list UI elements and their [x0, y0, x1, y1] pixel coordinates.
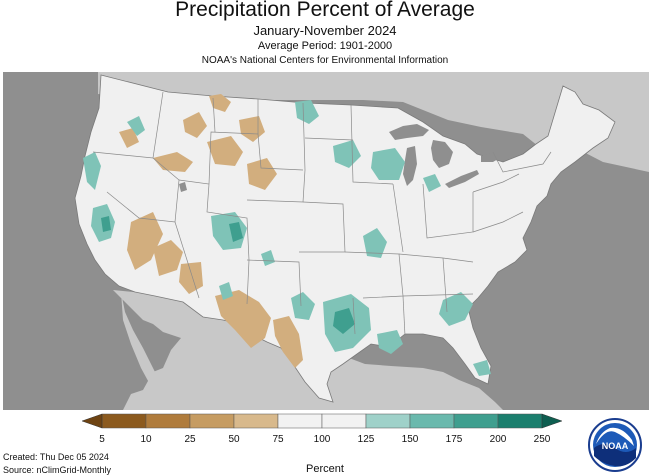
map-subtitle: January-November 2024 — [253, 23, 397, 38]
map-title: Precipitation Percent of Average — [175, 0, 475, 21]
legend-swatch — [277, 413, 323, 429]
legend-title: Percent — [306, 463, 344, 475]
great-lakes-michigan — [403, 146, 417, 186]
legend-swatch — [189, 413, 235, 429]
legend-swatch — [321, 413, 367, 429]
canada-landmass — [98, 72, 649, 172]
legend-tick-label: 125 — [358, 434, 375, 445]
legend-swatch — [365, 413, 411, 429]
legend-swatch — [101, 413, 147, 429]
legend-tick-label: 10 — [140, 434, 152, 445]
legend-tick-label: 100 — [314, 434, 331, 445]
legend-tick-label: 200 — [490, 434, 507, 445]
color-legend: 5 10 25 50 75 100 125 150 175 200 250 — [81, 413, 563, 445]
legend-swatch — [233, 413, 279, 429]
great-lakes-superior — [389, 124, 429, 140]
mexico-landmass — [113, 290, 503, 410]
great-lakes-huron — [431, 140, 453, 168]
legend-swatch — [409, 413, 455, 429]
legend-tick-label: 75 — [272, 434, 284, 445]
noaa-logo-icon: NOAA — [588, 418, 642, 472]
state-borders — [92, 91, 552, 337]
legend-tick-label: 25 — [184, 434, 196, 445]
legend-swatch — [497, 413, 543, 429]
legend-left-arrow — [81, 413, 103, 429]
legend-tick-label: 50 — [228, 434, 240, 445]
great-lakes-erie — [445, 170, 479, 188]
noaa-logo-text: NOAA — [602, 441, 629, 451]
legend-right-arrow — [541, 413, 563, 429]
great-lakes-ontario — [481, 152, 503, 162]
legend-tick-label: 5 — [99, 434, 105, 445]
organization-line: NOAA's National Centers for Environmenta… — [201, 55, 449, 66]
average-period: Average Period: 1901-2000 — [257, 40, 393, 52]
legend-swatch — [453, 413, 499, 429]
dry-areas — [119, 94, 303, 368]
legend-tick-label: 150 — [402, 434, 419, 445]
legend-tick-label: 250 — [534, 434, 551, 445]
precipitation-map — [3, 72, 649, 410]
great-salt-lake — [179, 182, 187, 192]
legend-swatch — [145, 413, 191, 429]
legend-tick-label: 175 — [446, 434, 463, 445]
very-wet-areas — [101, 216, 355, 334]
created-date: Created: Thu Dec 05 2024 — [3, 452, 109, 462]
data-source: Source: nClimGrid-Monthly — [3, 465, 112, 475]
